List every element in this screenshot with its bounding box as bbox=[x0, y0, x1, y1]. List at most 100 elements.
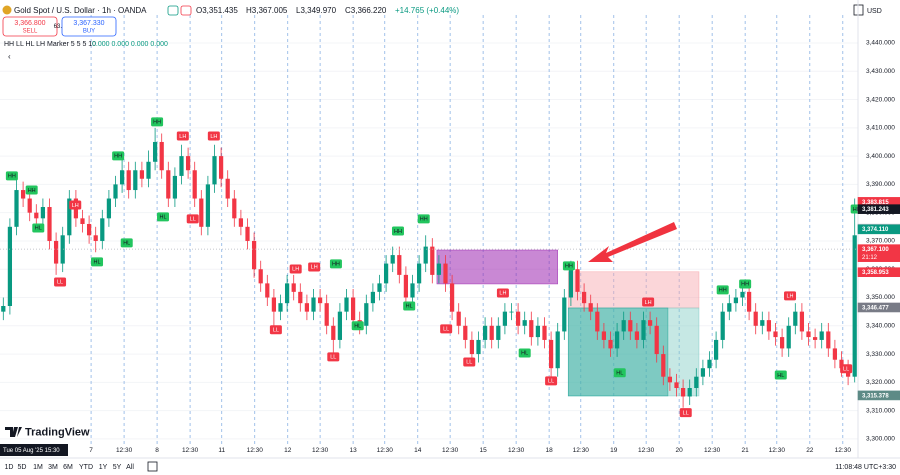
sell-label[interactable]: SELL bbox=[23, 29, 38, 35]
buy-price[interactable]: 3,367.330 bbox=[73, 20, 104, 27]
candle-body bbox=[852, 235, 857, 377]
price-tag bbox=[857, 224, 900, 235]
pivot-label: LH bbox=[72, 203, 79, 209]
candle-body bbox=[667, 376, 673, 383]
y-tick-label: 3,310.000 bbox=[866, 407, 895, 414]
candle-body bbox=[377, 283, 382, 292]
candle-body bbox=[146, 161, 151, 179]
candle-body bbox=[258, 269, 263, 284]
candle-body bbox=[832, 348, 838, 360]
pivot-label: HL bbox=[406, 304, 413, 310]
x-tick-label: 14 bbox=[414, 447, 422, 454]
candle-body bbox=[746, 291, 752, 312]
x-tick-label: 12:30 bbox=[116, 447, 133, 454]
candle-body bbox=[199, 198, 204, 227]
pivot-label: LL bbox=[57, 280, 63, 286]
y-tick-label: 3,350.000 bbox=[866, 294, 895, 301]
candle-body bbox=[27, 198, 32, 213]
candle-body bbox=[1, 305, 6, 312]
range-button[interactable]: 5Y bbox=[113, 464, 122, 471]
x-tick-label: 12:30 bbox=[704, 447, 721, 454]
pivot-label: LH bbox=[645, 300, 652, 306]
candle-body bbox=[700, 368, 706, 377]
price-tag bbox=[857, 204, 900, 214]
candle-body bbox=[456, 311, 461, 326]
candle-body bbox=[311, 297, 316, 312]
pivot-marker bbox=[91, 257, 104, 267]
candle-body bbox=[661, 354, 666, 377]
candle-body bbox=[575, 269, 580, 292]
range-button[interactable]: 3M bbox=[48, 464, 58, 471]
candle-body bbox=[238, 218, 244, 227]
x-tick-label: 11 bbox=[218, 447, 225, 454]
candle-body bbox=[291, 283, 296, 292]
pivot-label: HH bbox=[153, 120, 161, 126]
candle-body bbox=[601, 331, 607, 340]
x-tick-label: 12:30 bbox=[182, 447, 199, 454]
pivot-marker bbox=[186, 214, 199, 224]
pivot-marker bbox=[157, 212, 170, 222]
candle-body bbox=[34, 212, 39, 219]
candle-body bbox=[674, 382, 679, 389]
candle-body bbox=[265, 283, 270, 298]
candle-body bbox=[344, 297, 349, 312]
candle-body bbox=[67, 198, 72, 236]
x-tick-label: 12:30 bbox=[638, 447, 655, 454]
candle-body bbox=[819, 331, 824, 340]
price-tag-label: 3,358.953 bbox=[862, 270, 889, 276]
collapse-toggle[interactable]: ‹ bbox=[8, 52, 11, 61]
pivot-label: LH bbox=[292, 267, 299, 273]
range-button[interactable]: 6M bbox=[63, 464, 73, 471]
candle-body bbox=[826, 331, 831, 349]
sell-price[interactable]: 3,366.800 bbox=[14, 20, 45, 27]
buy-button[interactable] bbox=[61, 16, 117, 37]
ohlc-open: O3,351.435 bbox=[196, 6, 238, 15]
y-tick-label: 3,390.000 bbox=[866, 181, 895, 188]
candle-body bbox=[733, 297, 739, 304]
range-button[interactable]: 1Y bbox=[99, 464, 108, 471]
pivot-marker bbox=[463, 357, 476, 367]
candle-body bbox=[476, 339, 481, 355]
currency[interactable]: USD bbox=[867, 8, 882, 15]
candle-body bbox=[245, 226, 250, 241]
annotation-arrow bbox=[588, 222, 677, 262]
candle-body bbox=[628, 320, 633, 332]
candle-body bbox=[350, 297, 356, 321]
candle-body bbox=[720, 311, 725, 340]
candle-body bbox=[515, 311, 521, 326]
candle-body bbox=[727, 303, 732, 312]
range-button[interactable]: 5D bbox=[18, 464, 27, 471]
pivot-marker bbox=[518, 348, 531, 358]
range-button[interactable]: 1M bbox=[33, 464, 43, 471]
range-button[interactable]: YTD bbox=[79, 464, 93, 471]
buy-label[interactable]: BUY bbox=[83, 29, 95, 35]
range-button[interactable]: All bbox=[126, 464, 134, 471]
sell-button[interactable] bbox=[2, 16, 58, 37]
pivot-marker bbox=[151, 117, 164, 127]
y-tick-label: 3,430.000 bbox=[866, 68, 895, 75]
candle-body bbox=[179, 156, 184, 176]
candle-body bbox=[397, 255, 402, 275]
pivot-marker bbox=[417, 214, 430, 224]
candle-body bbox=[614, 331, 620, 349]
pivot-marker bbox=[840, 364, 853, 374]
pivot-label: HL bbox=[777, 373, 784, 379]
zone bbox=[567, 271, 700, 309]
y-tick-label: 3,330.000 bbox=[866, 351, 895, 358]
price-tag-label: 3,374.110 bbox=[862, 227, 889, 233]
range-button[interactable]: 1D bbox=[5, 464, 14, 471]
cursor-date-box bbox=[0, 444, 68, 456]
pivot-label: LL bbox=[466, 360, 472, 366]
pivot-label: LL bbox=[330, 355, 336, 361]
candle-body bbox=[806, 331, 811, 338]
pivot-label: LL bbox=[443, 327, 449, 333]
candle-body bbox=[839, 359, 844, 369]
x-tick-label: 21 bbox=[742, 447, 750, 454]
candle-body bbox=[713, 339, 719, 360]
candle-body bbox=[694, 376, 699, 389]
date-range-icon[interactable] bbox=[147, 461, 158, 472]
pivot-label: HH bbox=[565, 264, 573, 270]
x-tick-label: 12:30 bbox=[312, 447, 329, 454]
pivot-label: LL bbox=[683, 410, 689, 416]
